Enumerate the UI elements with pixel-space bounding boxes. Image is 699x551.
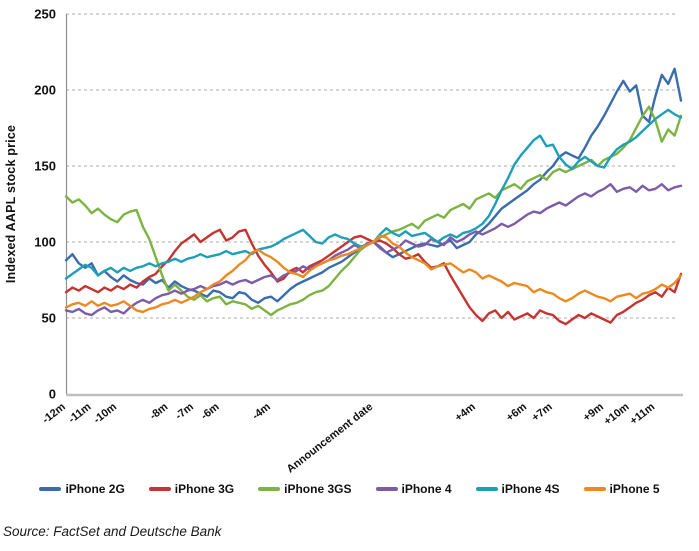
series-line-iphone-5 xyxy=(64,234,683,314)
legend-item-iphone-5: iPhone 5 xyxy=(583,482,660,496)
legend-item-iphone-4s: iPhone 4S xyxy=(475,482,560,496)
x-tick-label--6m: +6m xyxy=(504,401,529,424)
x-tick-label-announcement-date: Announcement date xyxy=(285,401,376,476)
y-tick-label-200: 200 xyxy=(34,83,56,98)
x-tick-label--10m: -10m xyxy=(91,401,119,426)
legend-label-iphone-5: iPhone 5 xyxy=(609,482,660,496)
legend-label-iphone-3gs: iPhone 3GS xyxy=(284,482,352,496)
x-tick-label--4m: -4m xyxy=(250,401,273,423)
series-line-iphone-4 xyxy=(64,183,683,317)
source-note: Source: FactSet and Deutsche Bank xyxy=(3,524,222,539)
legend-swatch-iphone-3gs xyxy=(258,487,281,491)
x-tick-label--7m: +7m xyxy=(530,401,555,424)
legend-swatch-iphone-3g xyxy=(148,487,171,491)
legend-swatch-iphone-4s xyxy=(475,487,498,491)
legend-label-iphone-2g: iPhone 2G xyxy=(65,482,125,496)
chart-legend: iPhone 2G iPhone 3G iPhone 3GS iPhone 4 iPho… xyxy=(0,482,699,496)
y-tick-label-250: 250 xyxy=(34,7,56,22)
x-tick-label--11m: +11m xyxy=(628,401,657,428)
legend-swatch-iphone-5 xyxy=(583,487,606,491)
x-tick-label--11m: -11m xyxy=(66,401,93,426)
y-tick-label-100: 100 xyxy=(34,235,56,250)
series-line-iphone-3g xyxy=(64,228,683,326)
x-tick-label--7m: -7m xyxy=(173,401,196,423)
stock-price-chart: 0 50 100 150 200 250 -12m-11m-10m -8m -7m -6m -4m A… xyxy=(34,7,683,476)
x-tick-label--6m: -6m xyxy=(199,401,222,423)
legend-item-iphone-3g: iPhone 3G xyxy=(148,482,235,496)
y-axis-title: Indexed AAPL stock price xyxy=(4,124,18,284)
legend-label-iphone-4s: iPhone 4S xyxy=(501,482,560,496)
legend-item-iphone-3gs: iPhone 3GS xyxy=(258,482,352,496)
legend-item-iphone-4: iPhone 4 xyxy=(375,482,452,496)
x-tick-label--10m: +10m xyxy=(602,401,632,428)
y-tick-label-150: 150 xyxy=(34,159,56,174)
legend-label-iphone-4: iPhone 4 xyxy=(401,482,452,496)
y-tick-label-0: 0 xyxy=(49,387,56,402)
legend-swatch-iphone-2g xyxy=(39,487,62,491)
x-tick-label--12m: -12m xyxy=(40,401,68,426)
legend-swatch-iphone-4 xyxy=(375,487,398,491)
x-tick-label--8m: -8m xyxy=(148,401,171,423)
x-tick-label--4m: +4m xyxy=(453,401,478,424)
legend-item-iphone-2g: iPhone 2G xyxy=(39,482,125,496)
y-tick-label-50: 50 xyxy=(42,311,56,326)
legend-label-iphone-3g: iPhone 3G xyxy=(174,482,235,496)
